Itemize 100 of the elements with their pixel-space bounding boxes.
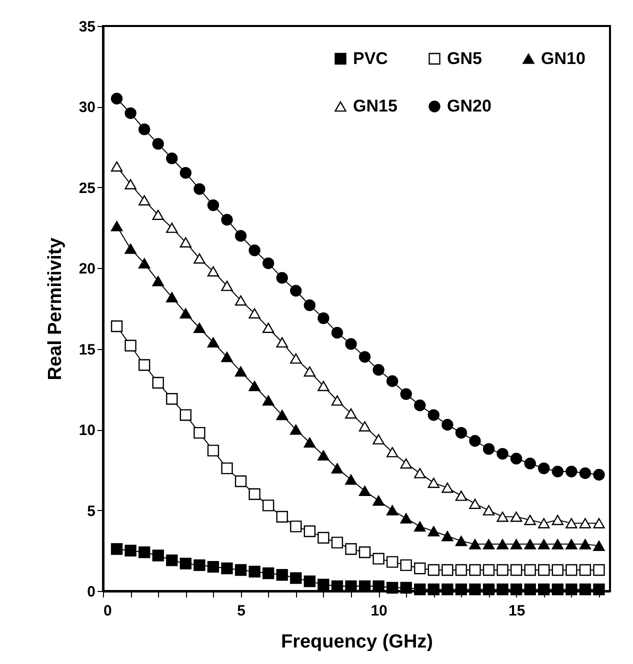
point (442, 418, 454, 431)
point (180, 308, 192, 318)
point (579, 564, 592, 576)
point (221, 280, 233, 292)
point (110, 320, 123, 332)
point (262, 500, 274, 512)
point (358, 546, 371, 558)
point (524, 584, 536, 596)
point (593, 540, 605, 551)
point (221, 562, 233, 574)
point (290, 520, 302, 532)
point (110, 543, 123, 555)
point (566, 466, 578, 478)
point (290, 353, 302, 364)
point (276, 337, 288, 348)
point (304, 366, 316, 377)
point (194, 253, 206, 264)
point (482, 443, 495, 455)
point (482, 584, 495, 596)
point (566, 518, 578, 528)
point (510, 564, 522, 576)
point (152, 210, 164, 220)
point (138, 359, 150, 371)
point (510, 452, 522, 464)
point (166, 554, 178, 566)
point (442, 482, 454, 493)
point (538, 462, 550, 474)
x-tick-label: 0 (104, 602, 112, 620)
point (524, 564, 536, 576)
legend-label: GN5 (447, 48, 482, 68)
point (386, 505, 398, 516)
point (276, 272, 288, 284)
point (552, 514, 564, 526)
y-tick-label: 5 (87, 502, 96, 520)
point (304, 575, 316, 588)
point (442, 584, 454, 596)
point (124, 244, 136, 254)
point (180, 167, 192, 179)
y-axis-title: Real Permitivity (44, 237, 66, 380)
point (276, 410, 288, 420)
point (124, 544, 136, 556)
y-tick-label: 35 (78, 18, 96, 36)
y-tick-label: 10 (78, 422, 96, 440)
point (538, 584, 550, 596)
point (496, 512, 508, 522)
point (248, 380, 260, 392)
point (428, 564, 440, 576)
point (579, 467, 592, 479)
point (538, 518, 550, 528)
point (345, 338, 357, 350)
legend-label: GN20 (447, 96, 492, 116)
point (414, 584, 426, 596)
y-tick-label: 25 (78, 180, 96, 197)
point (138, 195, 150, 206)
point (469, 435, 481, 447)
point (428, 526, 440, 536)
point (469, 584, 481, 596)
point (386, 582, 398, 594)
point (372, 364, 384, 376)
y-tick-label: 30 (78, 99, 96, 116)
point (194, 183, 206, 195)
point (358, 351, 371, 363)
point (428, 478, 440, 488)
y-tick-label: 15 (78, 341, 96, 358)
point (234, 564, 247, 576)
point (124, 340, 136, 352)
point (262, 322, 274, 334)
point (538, 539, 550, 550)
point (110, 221, 123, 232)
point (455, 490, 468, 501)
point (166, 292, 178, 302)
point (524, 514, 536, 526)
point (428, 409, 440, 421)
point (110, 161, 123, 172)
point (593, 584, 605, 596)
point (372, 434, 384, 444)
point (552, 564, 564, 576)
point (166, 152, 178, 164)
point (207, 444, 220, 456)
point (262, 567, 274, 580)
point (152, 276, 164, 286)
point (455, 536, 468, 546)
point (194, 426, 206, 439)
point (221, 462, 233, 474)
point (579, 518, 592, 528)
point (400, 559, 412, 572)
point (524, 458, 536, 470)
point (180, 409, 192, 421)
point (124, 107, 136, 120)
point (207, 337, 220, 348)
point (579, 584, 592, 596)
point (414, 562, 426, 574)
point (496, 564, 508, 576)
point (152, 550, 164, 562)
point (428, 584, 440, 596)
point (593, 564, 605, 576)
point (414, 468, 426, 478)
legend-label: GN10 (541, 48, 586, 68)
x-tick-label: 10 (370, 602, 388, 620)
point (276, 569, 288, 581)
